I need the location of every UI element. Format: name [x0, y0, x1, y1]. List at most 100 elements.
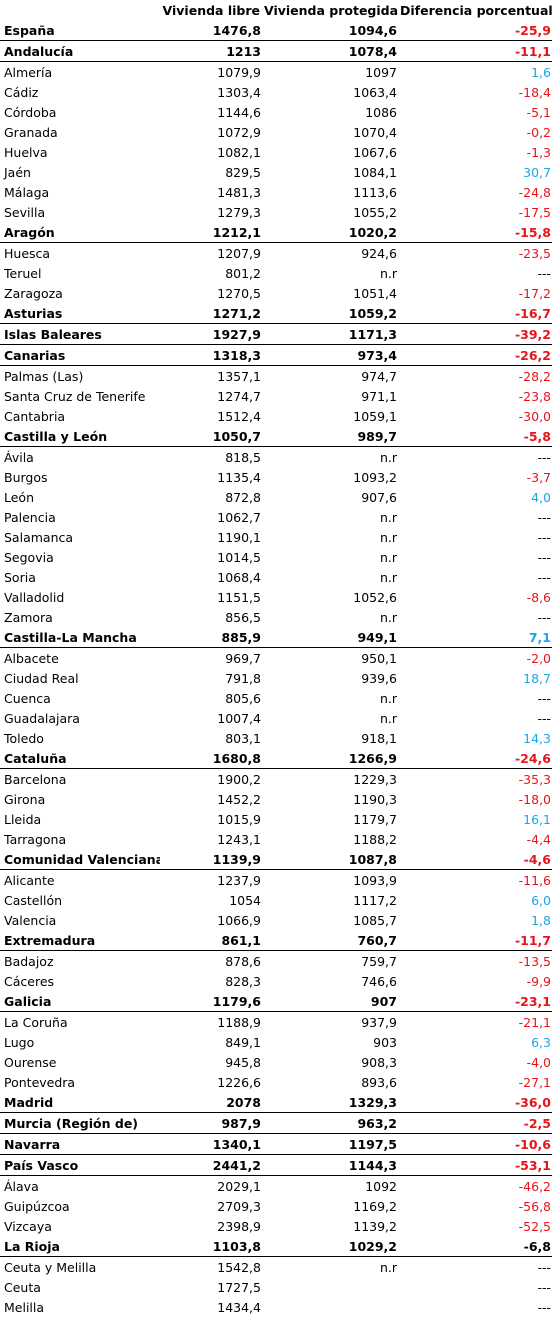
region-cell: Almería — [4, 64, 53, 80]
vivienda-libre-cell: 1179,6 — [160, 991, 262, 1012]
vivienda-libre-cell: 1103,8 — [160, 1236, 262, 1257]
vivienda-protegida-cell: 1059,1 — [353, 408, 397, 424]
vivienda-libre-cell: 1068,4 — [217, 569, 261, 585]
diferencia-cell: -52,5 — [518, 1218, 551, 1234]
vivienda-protegida-cell: 1052,6 — [353, 589, 397, 605]
vivienda-libre-cell: 2029,1 — [217, 1178, 261, 1194]
vivienda-libre-cell: 1007,4 — [217, 710, 261, 726]
diferencia-cell: 4,0 — [531, 489, 551, 505]
table-row: Valladolid 1151,5 1052,6 -8,6 — [0, 587, 552, 607]
table-row: Barcelona 1900,2 1229,3 -35,3 — [0, 769, 552, 790]
vivienda-protegida-cell: 1139,2 — [353, 1218, 397, 1234]
region-cell: Lugo — [4, 1034, 35, 1050]
region-cell: Guadalajara — [4, 710, 80, 726]
vivienda-protegida-cell: n.r — [379, 1259, 397, 1275]
vivienda-protegida-cell: 1179,7 — [353, 811, 397, 827]
region-cell: Castellón — [4, 892, 63, 908]
table-row: Cádiz 1303,4 1063,4 -18,4 — [0, 82, 552, 102]
region-cell: Málaga — [4, 184, 50, 200]
vivienda-protegida-cell: 950,1 — [361, 650, 397, 666]
table-row: Córdoba 1144,6 1086 -5,1 — [0, 102, 552, 122]
vivienda-protegida-cell: 1094,6 — [262, 20, 398, 41]
table-row: Melilla 1434,4 --- — [0, 1297, 552, 1317]
vivienda-libre-cell: 1279,3 — [217, 204, 261, 220]
vivienda-protegida-cell: 903 — [373, 1034, 397, 1050]
diferencia-cell: 14,3 — [523, 730, 551, 746]
vivienda-libre-cell: 849,1 — [225, 1034, 261, 1050]
region-cell: Lleida — [4, 811, 42, 827]
diferencia-cell: --- — [537, 690, 551, 706]
diferencia-cell: --- — [537, 609, 551, 625]
table-row: Burgos 1135,4 1093,2 -3,7 — [0, 467, 552, 487]
diferencia-cell: --- — [537, 1299, 551, 1315]
vivienda-libre-cell: 1434,4 — [217, 1299, 261, 1315]
table-row: Lugo 849,1 903 6,3 — [0, 1032, 552, 1052]
vivienda-protegida-cell: 1092 — [365, 1178, 397, 1194]
region-cell: Soria — [4, 569, 36, 585]
vivienda-libre-cell: 878,6 — [225, 953, 261, 969]
region-cell: País Vasco — [0, 1154, 160, 1176]
region-cell: Ciudad Real — [4, 670, 79, 686]
table-row: Huesca 1207,9 924,6 -23,5 — [0, 243, 552, 264]
region-cell: Andalucía — [0, 40, 160, 62]
vivienda-libre-cell: 945,8 — [225, 1054, 261, 1070]
region-cell: Canarias — [0, 344, 160, 366]
table-row: Guadalajara 1007,4 n.r --- — [0, 708, 552, 728]
vivienda-protegida-cell: n.r — [379, 449, 397, 465]
table-row: Huelva 1082,1 1067,6 -1,3 — [0, 142, 552, 162]
region-cell: Toledo — [4, 730, 44, 746]
table-row: País Vasco 2441,2 1144,3 -53,1 — [0, 1154, 552, 1176]
region-cell: Guipúzcoa — [4, 1198, 70, 1214]
diferencia-cell: -24,8 — [518, 184, 551, 200]
table-row: Islas Baleares 1927,9 1171,3 -39,2 — [0, 323, 552, 345]
table-row: La Coruña 1188,9 937,9 -21,1 — [0, 1012, 552, 1033]
vivienda-libre-cell: 1207,9 — [217, 245, 261, 261]
vivienda-protegida-cell: 963,2 — [262, 1112, 398, 1134]
vivienda-libre-cell: 1900,2 — [217, 771, 261, 787]
vivienda-protegida-cell: n.r — [379, 265, 397, 281]
vivienda-libre-cell: 1243,1 — [217, 831, 261, 847]
vivienda-protegida-cell: 1063,4 — [353, 84, 397, 100]
vivienda-libre-cell: 1188,9 — [217, 1014, 261, 1030]
table-row: Aragón 1212,1 1020,2 -15,8 — [0, 222, 552, 243]
vivienda-libre-cell: 1303,4 — [217, 84, 261, 100]
vivienda-protegida-cell: n.r — [379, 690, 397, 706]
vivienda-libre-cell: 803,1 — [225, 730, 261, 746]
vivienda-libre-cell: 1274,7 — [217, 388, 261, 404]
vivienda-protegida-cell: 1093,2 — [353, 469, 397, 485]
region-cell: Vizcaya — [4, 1218, 52, 1234]
table-row: Castilla y León 1050,7 989,7 -5,8 — [0, 426, 552, 447]
vivienda-libre-cell: 1054 — [229, 892, 261, 908]
region-cell: Murcia (Región de) — [0, 1112, 160, 1134]
diferencia-cell: -46,2 — [518, 1178, 551, 1194]
vivienda-libre-cell: 872,8 — [225, 489, 261, 505]
vivienda-libre-cell: 1927,9 — [160, 323, 262, 345]
diferencia-cell: -35,3 — [518, 771, 551, 787]
table-row: Sevilla 1279,3 1055,2 -17,5 — [0, 202, 552, 222]
vivienda-protegida-cell: 1093,9 — [353, 872, 397, 888]
vivienda-libre-cell: 791,8 — [225, 670, 261, 686]
diferencia-cell: --- — [537, 449, 551, 465]
table-header: Vivienda libre Vivienda protegida Difere… — [0, 0, 552, 20]
diferencia-cell: 6,3 — [531, 1034, 551, 1050]
region-cell: Huesca — [4, 245, 51, 261]
diferencia-cell: 1,6 — [531, 64, 551, 80]
table-row: Almería 1079,9 1097 1,6 — [0, 62, 552, 83]
table-row: Palmas (Las) 1357,1 974,7 -28,2 — [0, 366, 552, 387]
region-cell: Barcelona — [4, 771, 67, 787]
table-row: Ceuta y Melilla 1542,8 n.r --- — [0, 1257, 552, 1278]
region-cell: Galicia — [0, 991, 160, 1012]
vivienda-protegida-cell: 1171,3 — [262, 323, 398, 345]
vivienda-libre-cell: 2078 — [160, 1092, 262, 1113]
header-vivienda-libre: Vivienda libre — [162, 2, 260, 18]
diferencia-cell: --- — [537, 710, 551, 726]
vivienda-libre-cell: 1481,3 — [217, 184, 261, 200]
diferencia-cell: -25,9 — [398, 20, 552, 41]
vivienda-libre-cell: 1271,2 — [160, 303, 262, 324]
region-cell: Cantabria — [4, 408, 66, 424]
region-cell: Ceuta y Melilla — [4, 1259, 97, 1275]
table-row: León 872,8 907,6 4,0 — [0, 487, 552, 507]
vivienda-protegida-cell: 1144,3 — [262, 1154, 398, 1176]
region-cell: Pontevedra — [4, 1074, 76, 1090]
diferencia-cell: -21,1 — [518, 1014, 551, 1030]
